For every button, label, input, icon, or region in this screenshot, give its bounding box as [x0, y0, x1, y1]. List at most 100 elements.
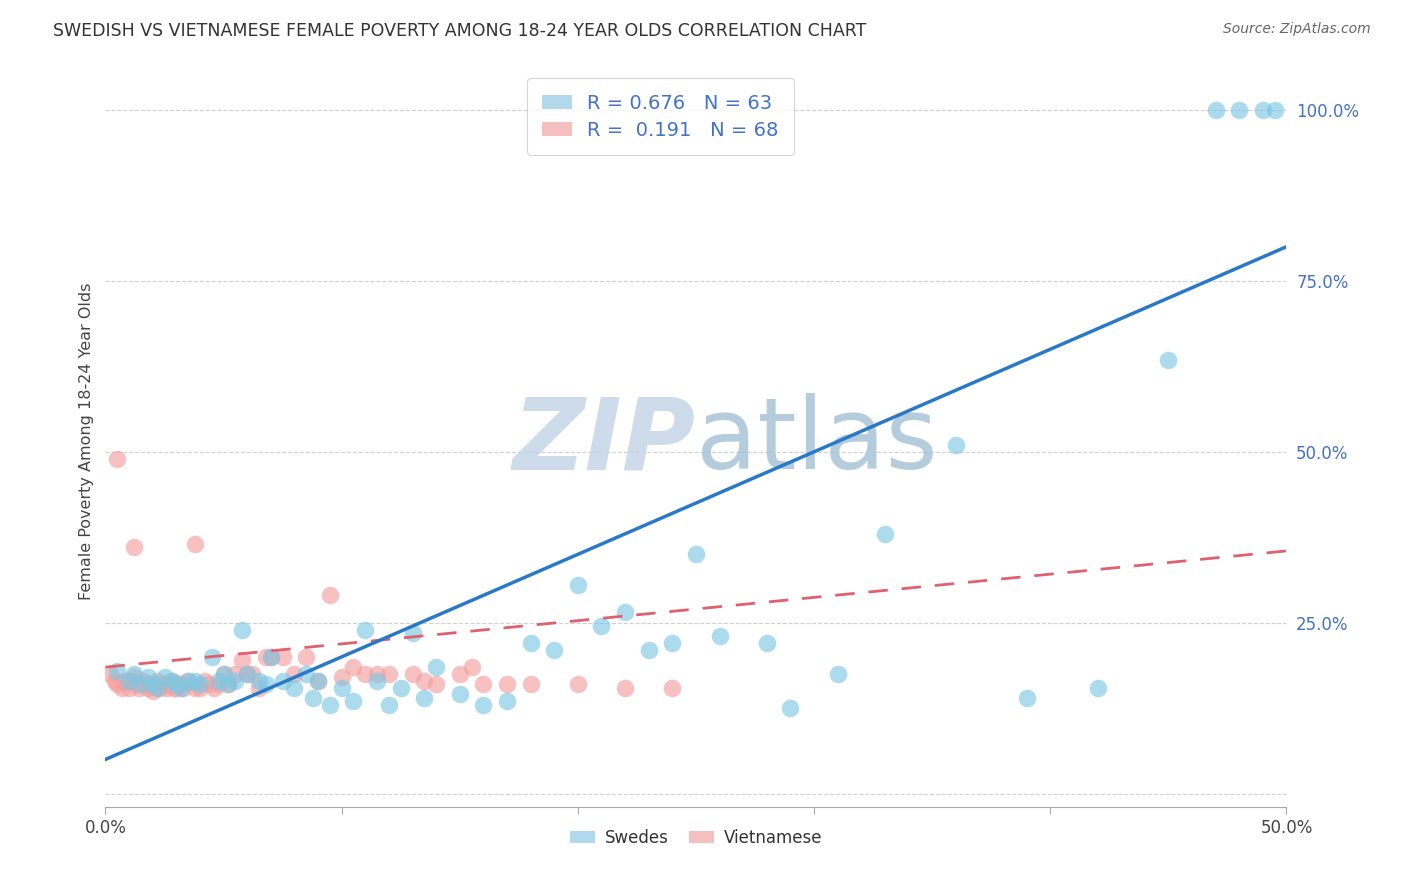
Point: [1015, 690, 1038, 705]
Point: [184, 537, 207, 551]
Point: [254, 677, 277, 691]
Point: [177, 673, 200, 688]
Point: [177, 673, 200, 688]
Point: [236, 667, 259, 681]
Point: [389, 681, 412, 695]
Point: [240, 667, 263, 681]
Point: [153, 670, 176, 684]
Point: [194, 673, 217, 688]
Point: [709, 629, 731, 643]
Point: [567, 578, 589, 592]
Point: [136, 681, 159, 695]
Legend: Swedes, Vietnamese: Swedes, Vietnamese: [564, 822, 828, 854]
Point: [167, 677, 190, 691]
Point: [354, 623, 377, 637]
Point: [142, 677, 165, 691]
Point: [425, 660, 447, 674]
Point: [449, 667, 471, 681]
Text: Source: ZipAtlas.com: Source: ZipAtlas.com: [1223, 22, 1371, 37]
Point: [165, 681, 187, 695]
Point: [170, 681, 193, 695]
Point: [160, 673, 183, 688]
Point: [165, 677, 187, 691]
Point: [143, 677, 166, 691]
Point: [260, 649, 283, 664]
Point: [125, 677, 148, 691]
Text: SWEDISH VS VIETNAMESE FEMALE POVERTY AMONG 18-24 YEAR OLDS CORRELATION CHART: SWEDISH VS VIETNAMESE FEMALE POVERTY AMO…: [53, 22, 868, 40]
Point: [307, 673, 329, 688]
Point: [120, 673, 142, 688]
Point: [188, 681, 211, 695]
Point: [302, 690, 325, 705]
Point: [208, 673, 231, 688]
Point: [1205, 103, 1227, 117]
Point: [460, 660, 482, 674]
Point: [118, 673, 141, 688]
Point: [111, 681, 134, 695]
Point: [212, 667, 235, 681]
Point: [354, 667, 377, 681]
Point: [755, 636, 778, 650]
Point: [247, 681, 270, 695]
Text: ZIP: ZIP: [513, 393, 696, 490]
Point: [224, 667, 246, 681]
Point: [202, 681, 225, 695]
Point: [295, 649, 318, 664]
Point: [157, 677, 180, 691]
Point: [271, 649, 294, 664]
Point: [614, 606, 637, 620]
Point: [1264, 103, 1286, 117]
Point: [401, 667, 423, 681]
Point: [170, 677, 193, 691]
Point: [425, 677, 447, 691]
Point: [105, 664, 128, 678]
Point: [135, 677, 157, 691]
Point: [188, 677, 211, 691]
Point: [472, 677, 495, 691]
Point: [247, 673, 270, 688]
Point: [149, 681, 172, 695]
Point: [342, 694, 364, 708]
Point: [519, 636, 541, 650]
Point: [156, 681, 179, 695]
Point: [105, 677, 128, 691]
Y-axis label: Female Poverty Among 18-24 Year Olds: Female Poverty Among 18-24 Year Olds: [79, 283, 94, 600]
Point: [614, 681, 637, 695]
Point: [153, 677, 176, 691]
Point: [873, 526, 896, 541]
Point: [217, 677, 239, 691]
Point: [112, 673, 135, 688]
Point: [254, 649, 277, 664]
Point: [132, 673, 155, 688]
Point: [172, 681, 194, 695]
Point: [366, 667, 388, 681]
Point: [307, 673, 329, 688]
Point: [319, 698, 342, 712]
Point: [208, 677, 231, 691]
Point: [519, 677, 541, 691]
Point: [685, 547, 707, 561]
Point: [122, 541, 145, 555]
Point: [330, 681, 353, 695]
Point: [401, 626, 423, 640]
Point: [118, 681, 141, 695]
Point: [378, 698, 401, 712]
Point: [184, 673, 207, 688]
Point: [449, 688, 471, 702]
Point: [98, 667, 121, 681]
Point: [104, 673, 127, 688]
Point: [283, 681, 305, 695]
Point: [129, 677, 152, 691]
Point: [163, 681, 186, 695]
Point: [122, 670, 145, 684]
Point: [129, 677, 152, 691]
Point: [591, 619, 613, 633]
Text: atlas: atlas: [696, 393, 938, 490]
Point: [342, 660, 364, 674]
Point: [779, 701, 801, 715]
Point: [201, 649, 224, 664]
Point: [224, 673, 246, 688]
Point: [105, 451, 128, 466]
Point: [378, 667, 401, 681]
Point: [330, 670, 353, 684]
